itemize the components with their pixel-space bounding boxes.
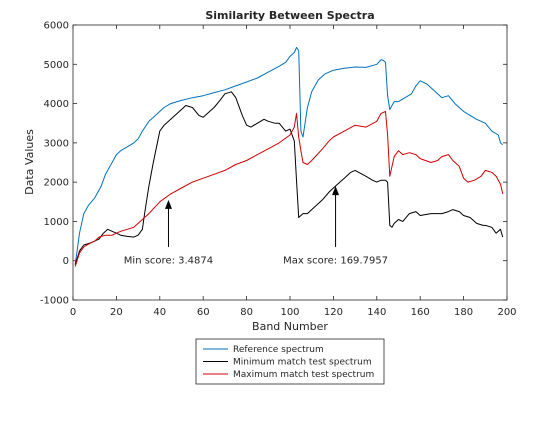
- legend-entry: Minimum match test spectrum: [233, 358, 372, 368]
- x-tick-label: 0: [70, 307, 76, 318]
- x-tick-label: 140: [367, 307, 386, 318]
- y-tick-label: 1000: [44, 217, 69, 228]
- series-line-2: [74, 91, 504, 265]
- x-tick-label: 60: [197, 307, 210, 318]
- chart-title: Similarity Between Spectra: [205, 9, 374, 22]
- x-tick-label: 80: [240, 307, 253, 318]
- series-line-1: [74, 46, 504, 265]
- y-tick-label: 4000: [44, 99, 69, 110]
- y-tick-label: 6000: [44, 21, 69, 32]
- series-line-3: [74, 110, 504, 267]
- legend-entry: Maximum match test spectrum: [233, 370, 374, 380]
- y-axis-label: Data Values: [23, 129, 36, 195]
- annotation-label: Min score: 3.4874: [124, 256, 213, 267]
- y-tick-label: -1000: [40, 296, 69, 307]
- x-axis-label: Band Number: [252, 320, 328, 333]
- annotation-arrow-head: [164, 199, 172, 209]
- legend-entry: Reference spectrum: [233, 345, 324, 355]
- y-tick-label: 3000: [44, 138, 69, 149]
- y-tick-label: 5000: [44, 60, 69, 71]
- x-tick-label: 20: [110, 307, 123, 318]
- x-tick-label: 200: [497, 307, 516, 318]
- axis-ticks: 0 20 40 60 80 100 120 140 160 180 200-100001000200…: [40, 21, 517, 319]
- x-tick-label: 100: [280, 307, 299, 318]
- legend: Reference spectrum Minimum match test spe…: [195, 338, 385, 385]
- annotation-label: Max score: 169.7957: [283, 256, 388, 267]
- plot-area: [72, 24, 508, 301]
- series-lines: [74, 46, 504, 267]
- x-tick-label: 40: [153, 307, 166, 318]
- y-tick-label: 0: [63, 256, 69, 267]
- x-tick-label: 160: [411, 307, 430, 318]
- y-tick-label: 2000: [44, 178, 69, 189]
- x-tick-label: 180: [454, 307, 473, 318]
- x-tick-label: 120: [324, 307, 343, 318]
- annotation-arrow-head: [332, 186, 340, 196]
- annotations: Min score: 3.4874 Max score: 169.7957: [124, 186, 388, 267]
